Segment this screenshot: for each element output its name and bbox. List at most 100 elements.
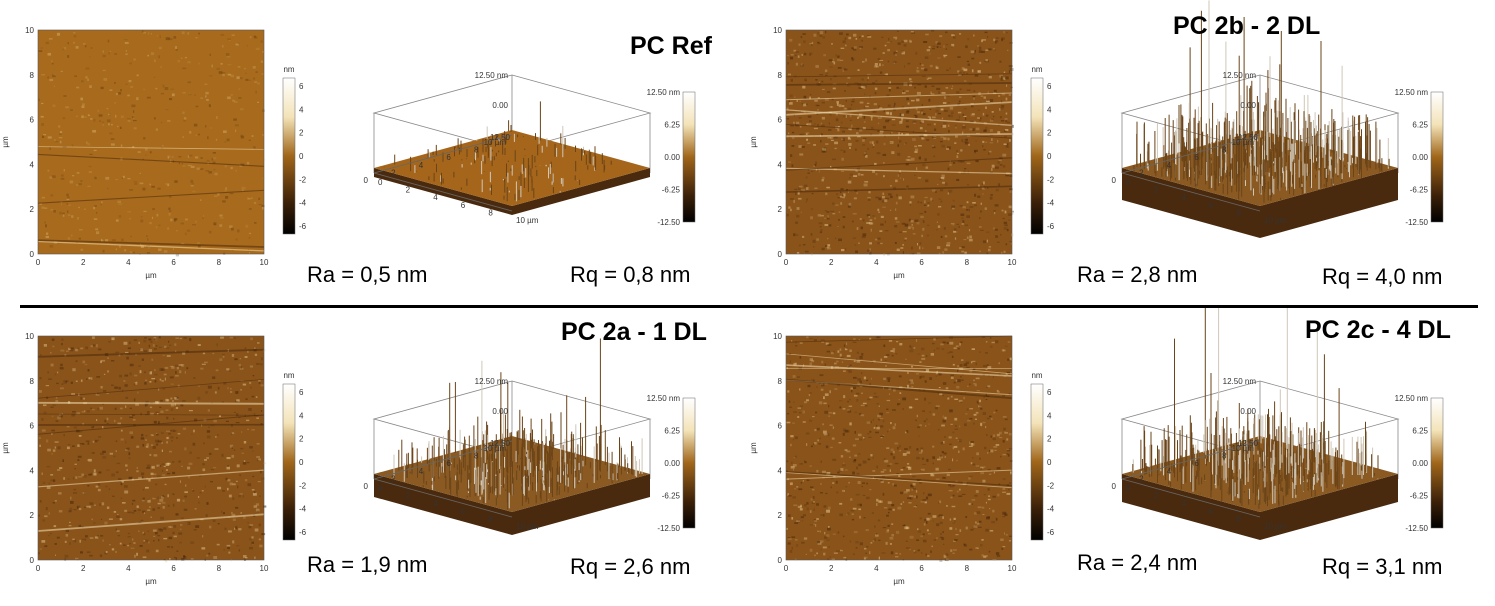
texture-speck xyxy=(1002,395,1005,397)
texture-speck xyxy=(112,239,116,240)
texture-speck xyxy=(227,465,228,467)
texture-speck xyxy=(943,102,947,104)
texture-speck xyxy=(94,176,95,178)
texture-speck xyxy=(124,485,128,488)
texture-speck xyxy=(840,468,843,471)
texture-speck xyxy=(107,188,108,189)
texture-speck xyxy=(815,164,817,166)
texture-speck xyxy=(237,486,238,489)
texture-speck xyxy=(129,452,131,455)
texture-speck xyxy=(942,531,943,533)
texture-speck xyxy=(118,92,121,95)
texture-speck xyxy=(46,507,48,510)
texture-speck xyxy=(873,419,874,421)
texture-speck xyxy=(984,494,986,495)
texture-speck xyxy=(800,356,802,359)
axis-tick-label: 4 xyxy=(433,193,438,202)
texture-speck xyxy=(101,201,102,203)
texture-speck xyxy=(910,536,914,539)
texture-speck xyxy=(939,198,942,199)
texture-speck xyxy=(66,534,69,537)
texture-speck xyxy=(969,549,972,551)
texture-speck xyxy=(119,375,122,378)
texture-speck xyxy=(986,555,988,556)
texture-speck xyxy=(807,172,810,174)
texture-speck xyxy=(54,525,57,527)
texture-speck xyxy=(259,496,261,497)
texture-speck xyxy=(844,490,845,492)
texture-speck xyxy=(979,188,982,190)
texture-speck xyxy=(831,140,834,141)
texture-speck xyxy=(979,47,981,50)
texture-speck xyxy=(815,65,819,68)
texture-speck xyxy=(983,514,985,515)
texture-speck xyxy=(893,348,896,350)
texture-speck xyxy=(1006,146,1008,148)
texture-speck xyxy=(878,212,880,213)
texture-speck xyxy=(111,138,115,140)
texture-speck xyxy=(948,190,952,193)
texture-speck xyxy=(820,140,821,142)
texture-speck xyxy=(911,31,914,32)
texture-speck xyxy=(165,484,167,485)
texture-speck xyxy=(932,189,936,191)
texture-speck xyxy=(823,396,825,399)
texture-speck xyxy=(161,93,164,95)
texture-speck xyxy=(803,480,804,482)
texture-speck xyxy=(841,171,844,172)
y-tick-label: 8 xyxy=(30,71,35,80)
texture-speck xyxy=(248,408,252,411)
texture-speck xyxy=(66,380,68,382)
texture-speck xyxy=(98,436,101,437)
texture-speck xyxy=(202,535,203,537)
texture-speck xyxy=(249,547,253,549)
texture-speck xyxy=(879,133,883,135)
texture-speck xyxy=(213,520,216,522)
x-tick-label: 8 xyxy=(217,564,222,573)
texture-speck xyxy=(939,515,943,516)
texture-speck xyxy=(187,61,190,63)
texture-speck xyxy=(801,64,802,67)
texture-speck xyxy=(787,118,790,119)
texture-speck xyxy=(927,235,929,237)
texture-speck xyxy=(52,339,55,341)
texture-speck xyxy=(861,227,863,230)
texture-speck xyxy=(787,422,791,424)
texture-speck xyxy=(94,150,97,151)
texture-speck xyxy=(837,197,840,198)
texture-speck xyxy=(862,145,865,146)
texture-speck xyxy=(947,397,949,399)
texture-speck xyxy=(990,129,993,132)
texture-speck xyxy=(975,547,977,549)
texture-speck xyxy=(823,431,827,434)
texture-speck xyxy=(845,449,848,451)
texture-speck xyxy=(244,441,246,444)
texture-speck xyxy=(888,105,891,107)
texture-speck xyxy=(974,495,977,497)
texture-speck xyxy=(944,248,947,250)
texture-speck xyxy=(845,108,847,110)
texture-speck xyxy=(988,469,991,470)
texture-speck xyxy=(837,103,839,106)
texture-speck xyxy=(258,481,261,482)
texture-speck xyxy=(61,71,63,72)
texture-speck xyxy=(936,110,939,113)
texture-speck xyxy=(938,502,939,504)
texture-speck xyxy=(866,380,868,381)
texture-speck xyxy=(986,253,988,254)
texture-speck xyxy=(836,54,837,57)
texture-speck xyxy=(125,54,128,55)
texture-speck xyxy=(79,229,83,231)
texture-speck xyxy=(170,436,173,438)
texture-speck xyxy=(212,158,214,161)
texture-speck xyxy=(914,507,915,508)
texture-speck xyxy=(123,545,126,546)
texture-speck xyxy=(935,407,938,409)
texture-speck xyxy=(821,123,822,125)
y-tick-label: 8 xyxy=(30,377,35,386)
texture-speck xyxy=(810,549,813,552)
texture-speck xyxy=(954,142,956,144)
texture-speck xyxy=(72,175,74,176)
texture-speck xyxy=(74,468,76,469)
texture-speck xyxy=(928,402,931,403)
